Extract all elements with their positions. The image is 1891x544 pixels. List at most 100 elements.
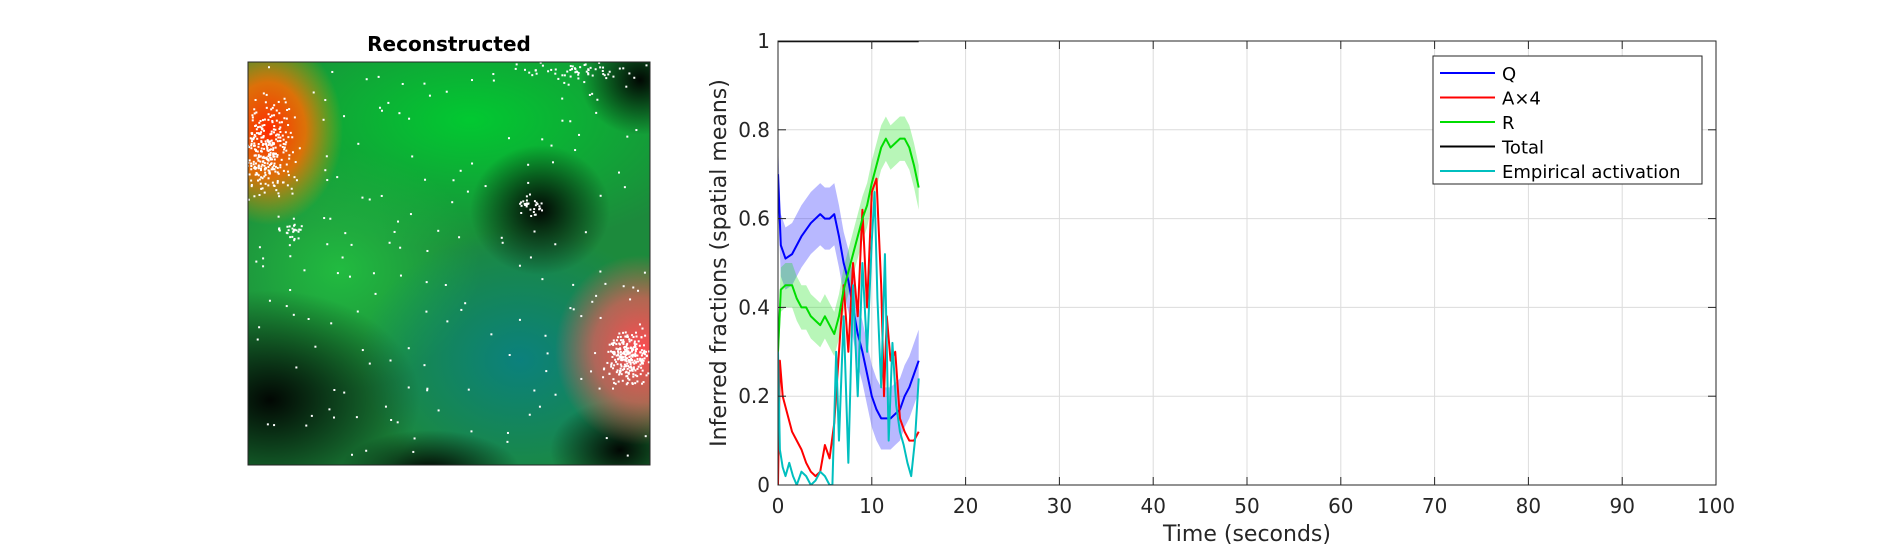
spike-dot <box>289 255 292 258</box>
spike-dot <box>539 207 542 210</box>
spike-dot <box>275 119 278 122</box>
spike-dot <box>446 320 449 323</box>
spike-dot <box>252 144 255 147</box>
spike-dot <box>528 193 531 196</box>
spike-dot <box>250 140 253 143</box>
spike-dot <box>285 141 288 144</box>
spike-dot <box>268 171 271 174</box>
spike-dot <box>409 213 412 216</box>
spike-dot <box>637 360 640 363</box>
spike-dot <box>271 121 274 124</box>
spike-dot <box>470 430 473 433</box>
spike-dot <box>615 360 618 363</box>
spike-dot <box>612 387 615 390</box>
spike-dot <box>283 148 286 151</box>
spike-dot <box>633 76 636 79</box>
spike-dot <box>322 118 325 121</box>
spike-dot <box>250 183 253 186</box>
spike-dot <box>261 177 264 180</box>
spike-dot <box>365 78 368 81</box>
spike-dot <box>631 347 634 350</box>
spike-dot <box>279 139 282 142</box>
spike-dot <box>271 168 274 171</box>
spike-dot <box>602 368 605 371</box>
spike-dot <box>645 374 648 377</box>
spike-dot <box>250 168 253 171</box>
spike-dot <box>639 357 642 360</box>
spike-dot <box>627 352 630 355</box>
spike-dot <box>569 68 572 71</box>
spike-dot <box>561 74 564 77</box>
spike-dot <box>618 355 621 358</box>
legend-label: Q <box>1502 64 1516 85</box>
spike-dot <box>271 141 274 144</box>
spike-dot <box>643 349 646 352</box>
spike-dot <box>280 121 283 124</box>
spike-dot <box>260 187 263 190</box>
spike-dot <box>636 380 639 383</box>
spike-dot <box>254 162 257 165</box>
spike-dot <box>388 241 391 244</box>
spike-dot <box>533 230 536 233</box>
spike-dot <box>546 352 549 355</box>
spike-dot <box>378 106 381 109</box>
spike-dot <box>634 350 637 353</box>
spike-dot <box>237 139 239 141</box>
spike-dot <box>241 188 243 190</box>
spike-dot <box>384 405 387 408</box>
spike-dot <box>501 241 504 244</box>
spike-dot <box>267 113 270 116</box>
spike-dot <box>256 150 259 153</box>
spike-dot <box>616 354 619 357</box>
spike-dot <box>272 155 275 158</box>
spike-dot <box>636 357 639 360</box>
spike-dot <box>599 66 602 69</box>
spike-dot <box>273 155 276 158</box>
spike-dot <box>273 125 276 128</box>
spike-dot <box>263 124 266 127</box>
spike-dot <box>608 70 611 73</box>
spike-dot <box>591 92 594 95</box>
x-tick-label: 80 <box>1516 494 1541 518</box>
spike-dot <box>644 334 647 337</box>
x-tick-label: 50 <box>1234 494 1259 518</box>
spike-dot <box>643 271 646 274</box>
legend-label: R <box>1502 113 1515 134</box>
spike-dot <box>628 378 631 381</box>
spike-dot <box>641 358 644 361</box>
spike-dot <box>248 144 250 147</box>
spike-dot <box>536 203 539 206</box>
spike-dot <box>260 136 263 139</box>
spike-dot <box>252 136 255 139</box>
spike-dot <box>640 362 643 365</box>
spike-dot <box>259 132 262 135</box>
spike-dot <box>242 133 244 135</box>
spike-dot <box>466 190 469 193</box>
legend[interactable]: Q A×4 R Total Empirical activation <box>1432 55 1703 185</box>
spike-dot <box>525 195 528 198</box>
spike-dot <box>288 108 291 111</box>
spike-dot <box>408 117 411 120</box>
spike-dot <box>638 344 641 347</box>
spike-dot <box>425 310 428 313</box>
spike-dot <box>626 375 629 378</box>
spike-dot <box>574 67 577 70</box>
spike-dot <box>396 421 399 424</box>
spike-dot <box>583 81 586 84</box>
band-r <box>778 116 919 374</box>
spike-dot <box>282 151 285 154</box>
spike-dot <box>272 147 275 150</box>
spike-dot <box>426 389 429 392</box>
spike-dot <box>324 169 327 172</box>
spike-dot <box>470 79 473 82</box>
spike-dot <box>278 121 281 124</box>
heatmap-image <box>237 62 650 465</box>
spike-dot <box>635 361 638 364</box>
spike-dot <box>426 387 429 390</box>
spike-dot <box>561 119 564 122</box>
spike-dot <box>260 126 263 129</box>
spike-dot <box>275 138 278 141</box>
spike-dot <box>282 142 285 145</box>
spike-dot <box>291 235 294 238</box>
spike-dot <box>444 283 447 286</box>
